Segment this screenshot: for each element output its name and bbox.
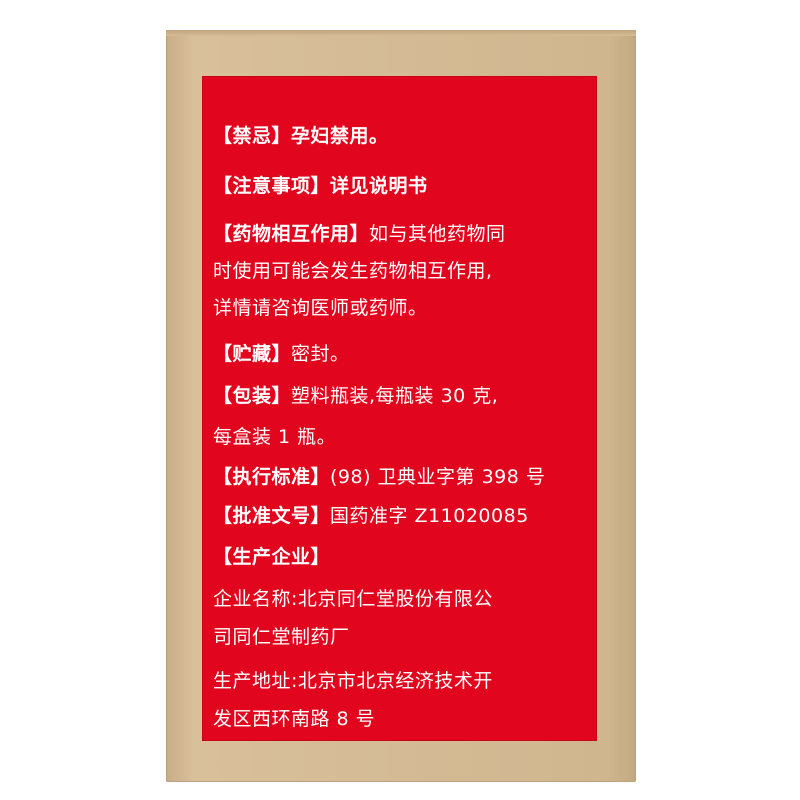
medicine-box: 【禁忌】孕妇禁用。 【注意事项】详见说明书 【药物相互作用】如与其他药物同 时使… bbox=[166, 30, 636, 782]
storage-text: 密封。 bbox=[291, 343, 350, 365]
contraindications-heading: 【禁忌】 bbox=[213, 125, 292, 147]
approval-number-text: 国药准字 Z11020085 bbox=[330, 505, 529, 527]
interactions-heading: 【药物相互作用】 bbox=[213, 223, 370, 245]
standard-text: (98) 卫典业字第 398 号 bbox=[330, 466, 546, 488]
packaging-line-1: 【包装】塑料瓶装,每瓶装 30 克, bbox=[213, 384, 498, 408]
packaging-line-2: 每盒装 1 瓶。 bbox=[213, 425, 336, 449]
address-text-2: 发区西环南路 8 号 bbox=[213, 708, 376, 730]
storage-heading: 【贮藏】 bbox=[213, 343, 292, 365]
address-line-1: 生产地址:北京市北京经济技术开 bbox=[213, 669, 493, 693]
precautions-text: 详见说明书 bbox=[330, 175, 428, 197]
approval-number-line: 【批准文号】国药准字 Z11020085 bbox=[213, 504, 529, 528]
company-name-line-2: 司同仁堂制药厂 bbox=[213, 625, 350, 649]
interactions-text-2: 时使用可能会发生药物相互作用, bbox=[213, 260, 493, 282]
box-top-edge bbox=[166, 30, 636, 36]
interactions-line-2: 时使用可能会发生药物相互作用, bbox=[213, 259, 493, 283]
manufacturer-heading-line: 【生产企业】 bbox=[213, 545, 330, 569]
interactions-text-3: 详情请咨询医师或药师。 bbox=[213, 297, 428, 319]
contraindications-text: 孕妇禁用。 bbox=[291, 125, 389, 147]
contraindications-line: 【禁忌】孕妇禁用。 bbox=[213, 124, 389, 148]
manufacturer-heading: 【生产企业】 bbox=[213, 546, 331, 568]
packaging-text-2: 每盒装 1 瓶。 bbox=[213, 426, 337, 448]
precautions-heading: 【注意事项】 bbox=[213, 175, 331, 197]
standard-heading: 【执行标准】 bbox=[213, 466, 331, 488]
packaging-text-1: 塑料瓶装,每瓶装 30 克, bbox=[291, 385, 499, 407]
approval-number-heading: 【批准文号】 bbox=[213, 505, 331, 527]
company-name-line-1: 企业名称:北京同仁堂股份有限公 bbox=[213, 587, 493, 611]
red-info-label: 【禁忌】孕妇禁用。 【注意事项】详见说明书 【药物相互作用】如与其他药物同 时使… bbox=[203, 77, 596, 740]
precautions-line: 【注意事项】详见说明书 bbox=[213, 174, 428, 198]
interactions-line-3: 详情请咨询医师或药师。 bbox=[213, 296, 428, 320]
interactions-line-1: 【药物相互作用】如与其他药物同 bbox=[213, 222, 506, 246]
company-name-text-1: 企业名称:北京同仁堂股份有限公 bbox=[213, 588, 493, 610]
standard-line: 【执行标准】(98) 卫典业字第 398 号 bbox=[213, 465, 545, 489]
packaging-heading: 【包装】 bbox=[213, 385, 292, 407]
storage-line: 【贮藏】密封。 bbox=[213, 342, 350, 366]
address-line-2: 发区西环南路 8 号 bbox=[213, 707, 375, 731]
interactions-text-1: 如与其他药物同 bbox=[369, 223, 506, 245]
company-name-text-2: 司同仁堂制药厂 bbox=[213, 626, 350, 648]
address-text-1: 生产地址:北京市北京经济技术开 bbox=[213, 670, 493, 692]
